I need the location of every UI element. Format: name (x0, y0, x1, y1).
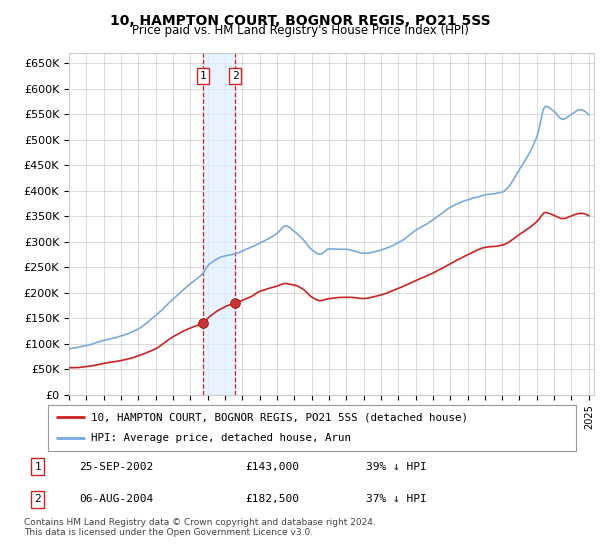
Bar (203, 53, 235, 395)
Text: 37% ↓ HPI: 37% ↓ HPI (366, 494, 427, 505)
Text: Price paid vs. HM Land Registry's House Price Index (HPI): Price paid vs. HM Land Registry's House … (131, 24, 469, 37)
Text: £143,000: £143,000 (245, 461, 299, 472)
Text: 10, HAMPTON COURT, BOGNOR REGIS, PO21 5SS (detached house): 10, HAMPTON COURT, BOGNOR REGIS, PO21 5S… (91, 412, 468, 422)
Text: Contains HM Land Registry data © Crown copyright and database right 2024.
This d: Contains HM Land Registry data © Crown c… (24, 518, 376, 538)
Text: 2: 2 (34, 494, 41, 505)
Text: 1: 1 (200, 71, 206, 81)
Text: 1: 1 (34, 461, 41, 472)
Text: 25-SEP-2002: 25-SEP-2002 (79, 461, 154, 472)
Text: 10, HAMPTON COURT, BOGNOR REGIS, PO21 5SS: 10, HAMPTON COURT, BOGNOR REGIS, PO21 5S… (110, 14, 490, 28)
Text: 2: 2 (232, 71, 239, 81)
Text: HPI: Average price, detached house, Arun: HPI: Average price, detached house, Arun (91, 433, 351, 444)
Text: 39% ↓ HPI: 39% ↓ HPI (366, 461, 427, 472)
Text: 06-AUG-2004: 06-AUG-2004 (79, 494, 154, 505)
Text: £182,500: £182,500 (245, 494, 299, 505)
